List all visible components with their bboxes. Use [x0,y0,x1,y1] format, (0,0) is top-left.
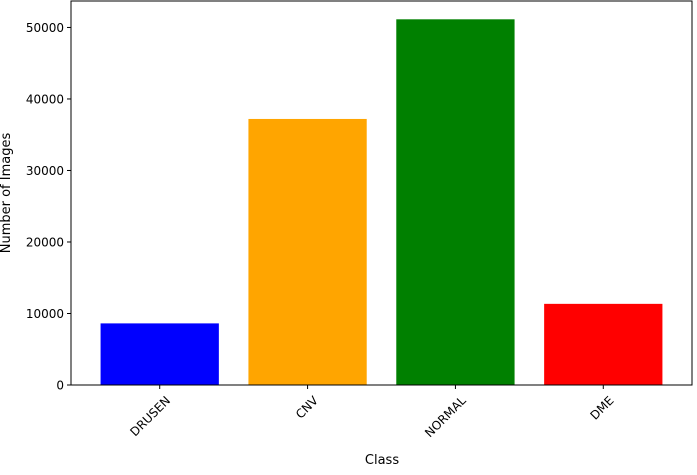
y-axis-label: Number of Images [0,133,14,254]
y-tick-label: 20000 [26,235,64,249]
bar-normal [396,19,515,385]
y-tick-label: 10000 [26,307,64,321]
bar-cnv [248,118,367,386]
plot-frame [70,0,693,386]
y-tick-label: 0 [56,379,64,393]
bar-drusen [100,323,219,385]
y-tick-label: 30000 [26,164,64,178]
y-tick-label: 50000 [26,21,64,35]
y-tick-label: 40000 [26,92,64,106]
bar-dme [544,303,663,385]
x-axis-label: Class [365,453,399,468]
y-ticks-group: 0 10000 20000 30000 40000 50000 [26,21,71,393]
bars-group [100,19,663,386]
